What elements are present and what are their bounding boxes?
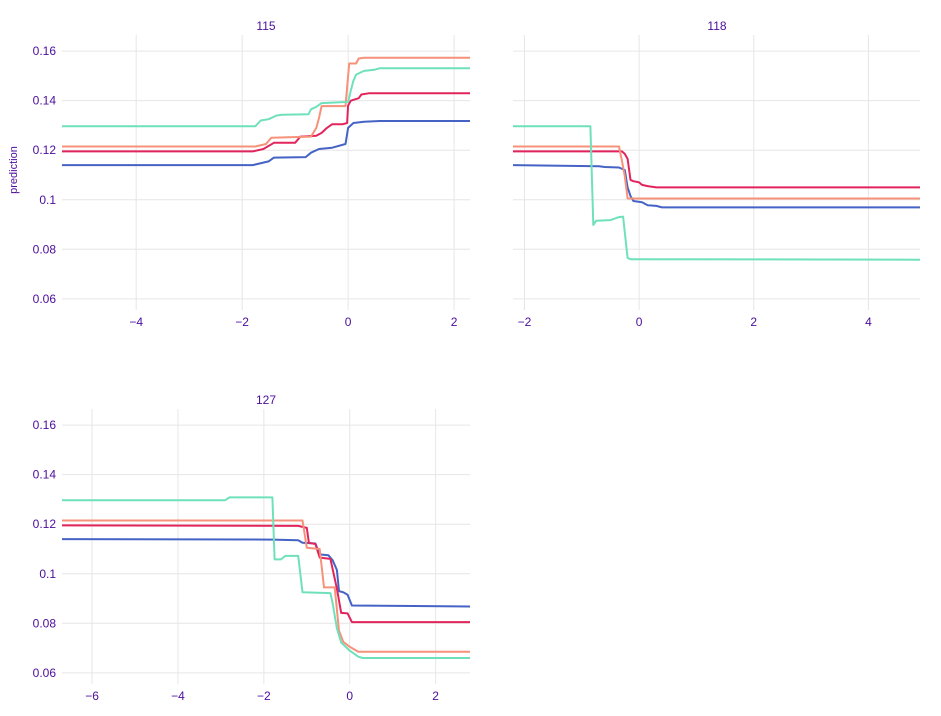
y-tick-label: 0.08 [33,242,57,256]
grid [62,409,470,684]
series-line [512,164,920,209]
x-tick-label: 0 [345,315,352,329]
series-line [61,524,470,624]
y-tick-label: 0.12 [33,143,57,157]
series-line [62,519,470,653]
y-tick-label: 0.08 [33,616,57,630]
y-tick-label: 0.06 [33,666,57,680]
y-tick-label: 0.1 [39,193,56,207]
x-tick-label: 2 [432,689,439,703]
series-line [62,92,470,153]
series-line [61,538,471,608]
grid [513,35,920,310]
series-line [62,120,470,167]
series-line [513,145,920,200]
x-tick-label: 2 [750,315,757,329]
y-tick-label: 0.16 [33,418,57,432]
panel-115: 115 0.06 0.08 0.1 0.12 0.14 0.16 −4 −2 0 2 [33,19,470,329]
x-tick-label: −2 [235,315,249,329]
series-line [62,496,470,659]
x-tick-label: −2 [257,689,271,703]
series-line [513,125,921,261]
y-tick-label: 0.12 [33,517,57,531]
panel-127: 127 0.06 0.08 0.1 0.12 0.14 0.16 −6 −4 −2 0 2 [33,393,471,703]
x-tick-label: 0 [346,689,353,703]
x-tick-label: 0 [636,315,643,329]
y-tick-label: 0.14 [33,468,57,482]
grid [62,35,470,310]
panel-title: 127 [256,393,276,407]
x-tick-label: 4 [865,315,872,329]
series-line [62,56,470,148]
x-tick-label: −6 [85,689,99,703]
series-line [513,150,920,189]
x-tick-label: −4 [171,689,185,703]
x-tick-label: −2 [518,315,532,329]
y-tick-label: 0.16 [33,44,57,58]
y-tick-label: 0.1 [39,567,56,581]
y-tick-label: 0.06 [33,292,57,306]
x-tick-label: −4 [129,315,143,329]
panel-title: 118 [707,19,726,33]
series-line [62,67,470,128]
x-tick-label: 2 [451,315,458,329]
y-axis-label: prediction [8,146,20,194]
y-tick-label: 0.14 [33,94,57,108]
panel-118: 118 −2 0 2 4 [512,19,921,329]
panel-title: 115 [256,19,275,33]
